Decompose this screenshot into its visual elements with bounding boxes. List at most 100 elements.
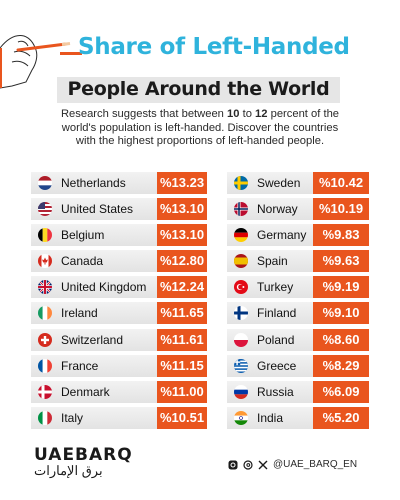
percentage-value: %8.29 (313, 354, 369, 377)
percentage-value: %11.65 (157, 302, 207, 325)
country-name: United Kingdom (61, 280, 147, 295)
row-background (31, 172, 159, 194)
table-row: Italy %10.51 (31, 406, 207, 429)
row-background (31, 198, 159, 221)
percentage-value: %13.23 (157, 172, 207, 194)
social-handles: @UAE_BARQ_EN (228, 459, 357, 470)
table-row: Germany %9.83 (227, 224, 372, 247)
right-column: Sweden %10.42 Norway %10.19 Germany %9.83 Spai… (227, 172, 372, 433)
country-name: United States (61, 202, 134, 217)
flag-icon-se (234, 176, 248, 190)
flag-icon-fi (234, 306, 248, 321)
flag-icon-es (234, 254, 248, 269)
row-background (227, 328, 317, 351)
table-row: Poland %8.60 (227, 328, 372, 351)
row-background (31, 302, 159, 325)
table-row: France %11.15 (31, 354, 207, 377)
flag-icon-fr (38, 358, 52, 373)
country-name: Spain (257, 254, 288, 269)
logo-text-ar: برق الإمارات (34, 463, 103, 478)
country-name: Netherlands (61, 176, 126, 190)
page-title: Share of Left-Handed (78, 34, 350, 60)
flag-icon-pl (234, 332, 248, 347)
percentage-value: %10.51 (157, 406, 207, 429)
percentage-value: %12.24 (157, 276, 207, 299)
row-background (227, 250, 317, 273)
subtitle-box: People Around the World (57, 77, 340, 103)
country-name: Switzerland (61, 332, 124, 347)
table-row: Turkey %9.19 (227, 276, 372, 299)
percentage-value: %9.19 (313, 276, 369, 299)
row-background (31, 406, 159, 429)
page-subtitle: People Around the World (67, 78, 330, 100)
flag-icon-dk (38, 384, 52, 399)
brand-logo: UAEBARQ برق الإمارات (34, 445, 133, 479)
table-row: Norway %10.19 (227, 198, 372, 221)
percentage-value: %11.00 (157, 380, 207, 403)
title-underline (60, 52, 82, 55)
row-background (31, 380, 159, 403)
flag-icon-us (38, 202, 52, 217)
country-name: Denmark (61, 384, 110, 399)
row-background (227, 302, 317, 325)
flag-icon-ie (38, 306, 52, 321)
flag-icon-no (234, 202, 248, 217)
row-background (227, 354, 317, 377)
percentage-value: %10.19 (313, 198, 369, 221)
country-name: Ireland (61, 306, 98, 321)
table-row: United Kingdom %12.24 (31, 276, 207, 299)
row-background (31, 354, 159, 377)
country-name: Canada (61, 254, 104, 269)
logo-text-en: UAEBARQ (34, 445, 133, 465)
percentage-value: %12.80 (157, 250, 207, 273)
row-background (31, 250, 159, 273)
flag-icon-gr (234, 358, 248, 373)
table-row: Switzerland %11.61 (31, 328, 207, 351)
row-background (227, 406, 317, 429)
percentage-value: %10.42 (313, 172, 369, 194)
country-name: Finland (257, 306, 297, 321)
percentage-value: %9.83 (313, 224, 369, 247)
flag-icon-be (38, 228, 52, 243)
country-name: Sweden (257, 176, 301, 190)
country-name: Norway (257, 202, 298, 217)
social-handle[interactable]: @UAE_BARQ_EN (273, 459, 358, 470)
row-background (227, 276, 317, 299)
country-name: Poland (257, 332, 295, 347)
flag-icon-gb (38, 280, 52, 295)
percentage-value: %13.10 (157, 198, 207, 221)
description: Research suggests that between 10 to 12 … (60, 108, 340, 147)
flag-icon-ca (38, 254, 52, 269)
table-row: Sweden %10.42 (227, 172, 372, 194)
percentage-value: %11.61 (157, 328, 207, 351)
table-row: Belgium %13.10 (31, 224, 207, 247)
left-column: Netherlands %13.23 United States %13.10 Belg… (31, 172, 207, 433)
country-name: Germany (257, 228, 307, 243)
hand-pencil-illustration (0, 35, 71, 89)
table-row: Netherlands %13.23 (31, 172, 207, 194)
table-row: Russia %6.09 (227, 380, 372, 403)
country-name: Italy (61, 410, 84, 425)
country-name: France (61, 358, 99, 373)
percentage-value: %11.15 (157, 354, 207, 377)
percentage-value: %9.63 (313, 250, 369, 273)
row-background (227, 198, 317, 221)
flag-icon-de (234, 228, 248, 243)
table-row: Ireland %11.65 (31, 302, 207, 325)
row-background (227, 172, 317, 194)
percentage-value: %6.09 (313, 380, 369, 403)
country-name: Belgium (61, 228, 105, 243)
instagram-icon[interactable] (228, 460, 238, 470)
table-row: Canada %12.80 (31, 250, 207, 273)
threads-icon[interactable] (243, 459, 253, 470)
flag-icon-in (234, 410, 248, 425)
table-row: Finland %9.10 (227, 302, 372, 325)
flag-icon-it (38, 410, 52, 425)
flag-icon-ch (38, 332, 52, 347)
table-row: Denmark %11.00 (31, 380, 207, 403)
row-background (227, 380, 317, 403)
percentage-value: %13.10 (157, 224, 207, 247)
country-name: India (257, 410, 284, 425)
x-icon[interactable] (258, 460, 268, 470)
row-background (31, 328, 159, 351)
